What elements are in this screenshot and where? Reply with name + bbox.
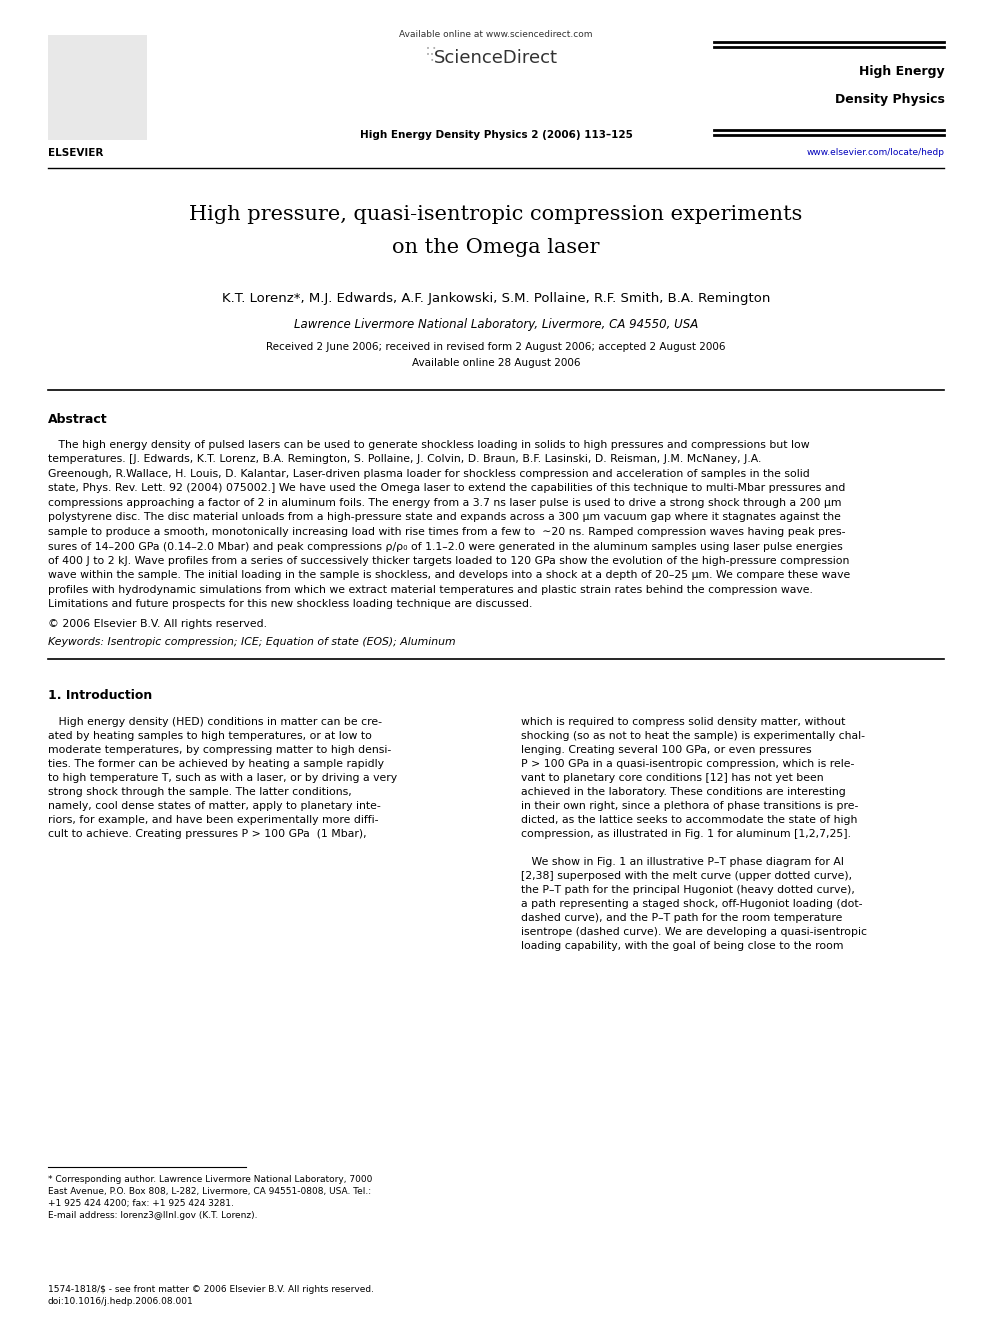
Text: 1. Introduction: 1. Introduction xyxy=(48,689,152,703)
Text: Available online at www.sciencedirect.com: Available online at www.sciencedirect.co… xyxy=(399,30,593,40)
Text: High Energy Density Physics 2 (2006) 113–125: High Energy Density Physics 2 (2006) 113… xyxy=(359,130,633,140)
Text: Abstract: Abstract xyxy=(48,413,107,426)
Text: ated by heating samples to high temperatures, or at low to: ated by heating samples to high temperat… xyxy=(48,732,371,741)
Text: ScienceDirect: ScienceDirect xyxy=(434,49,558,67)
Text: of 400 J to 2 kJ. Wave profiles from a series of successively thicker targets lo: of 400 J to 2 kJ. Wave profiles from a s… xyxy=(48,556,849,566)
Text: a path representing a staged shock, off-Hugoniot loading (dot-: a path representing a staged shock, off-… xyxy=(521,900,862,909)
Text: to high temperature T, such as with a laser, or by driving a very: to high temperature T, such as with a la… xyxy=(48,773,397,783)
Text: © 2006 Elsevier B.V. All rights reserved.: © 2006 Elsevier B.V. All rights reserved… xyxy=(48,619,267,628)
Text: High pressure, quasi-isentropic compression experiments: High pressure, quasi-isentropic compress… xyxy=(189,205,803,224)
Text: doi:10.1016/j.hedp.2006.08.001: doi:10.1016/j.hedp.2006.08.001 xyxy=(48,1297,193,1306)
Text: sures of 14–200 GPa (0.14–2.0 Mbar) and peak compressions ρ/ρ₀ of 1.1–2.0 were g: sures of 14–200 GPa (0.14–2.0 Mbar) and … xyxy=(48,541,842,552)
Text: polystyrene disc. The disc material unloads from a high-pressure state and expan: polystyrene disc. The disc material unlo… xyxy=(48,512,840,523)
Text: compression, as illustrated in Fig. 1 for aluminum [1,2,7,25].: compression, as illustrated in Fig. 1 fo… xyxy=(521,830,851,839)
Text: K.T. Lorenz*, M.J. Edwards, A.F. Jankowski, S.M. Pollaine, R.F. Smith, B.A. Remi: K.T. Lorenz*, M.J. Edwards, A.F. Jankows… xyxy=(222,292,770,306)
Text: Density Physics: Density Physics xyxy=(834,93,944,106)
Text: 1574-1818/$ - see front matter © 2006 Elsevier B.V. All rights reserved.: 1574-1818/$ - see front matter © 2006 El… xyxy=(48,1285,374,1294)
Text: +1 925 424 4200; fax: +1 925 424 3281.: +1 925 424 4200; fax: +1 925 424 3281. xyxy=(48,1199,233,1208)
Text: riors, for example, and have been experimentally more diffi-: riors, for example, and have been experi… xyxy=(48,815,378,826)
Text: dicted, as the lattice seeks to accommodate the state of high: dicted, as the lattice seeks to accommod… xyxy=(521,815,857,826)
Text: namely, cool dense states of matter, apply to planetary inte-: namely, cool dense states of matter, app… xyxy=(48,800,380,811)
Text: shocking (so as not to heat the sample) is experimentally chal-: shocking (so as not to heat the sample) … xyxy=(521,732,865,741)
Text: High Energy: High Energy xyxy=(859,65,944,78)
Text: cult to achieve. Creating pressures P > 100 GPa  (1 Mbar),: cult to achieve. Creating pressures P > … xyxy=(48,830,366,839)
Text: P > 100 GPa in a quasi-isentropic compression, which is rele-: P > 100 GPa in a quasi-isentropic compre… xyxy=(521,759,854,769)
Text: High energy density (HED) conditions in matter can be cre-: High energy density (HED) conditions in … xyxy=(48,717,382,728)
Text: Received 2 June 2006; received in revised form 2 August 2006; accepted 2 August : Received 2 June 2006; received in revise… xyxy=(266,343,726,352)
Text: ELSEVIER: ELSEVIER xyxy=(48,148,103,157)
Text: Greenough, R.Wallace, H. Louis, D. Kalantar, Laser-driven plasma loader for shoc: Greenough, R.Wallace, H. Louis, D. Kalan… xyxy=(48,468,809,479)
Text: East Avenue, P.O. Box 808, L-282, Livermore, CA 94551-0808, USA. Tel.:: East Avenue, P.O. Box 808, L-282, Liverm… xyxy=(48,1187,371,1196)
Text: state, Phys. Rev. Lett. 92 (2004) 075002.] We have used the Omega laser to exten: state, Phys. Rev. Lett. 92 (2004) 075002… xyxy=(48,483,845,493)
Text: www.elsevier.com/locate/hedp: www.elsevier.com/locate/hedp xyxy=(806,148,944,157)
Text: which is required to compress solid density matter, without: which is required to compress solid dens… xyxy=(521,717,845,728)
Text: lenging. Creating several 100 GPa, or even pressures: lenging. Creating several 100 GPa, or ev… xyxy=(521,745,811,755)
Text: * Corresponding author. Lawrence Livermore National Laboratory, 7000: * Corresponding author. Lawrence Livermo… xyxy=(48,1175,372,1184)
Text: Limitations and future prospects for this new shockless loading technique are di: Limitations and future prospects for thi… xyxy=(48,599,532,610)
Text: isentrope (dashed curve). We are developing a quasi-isentropic: isentrope (dashed curve). We are develop… xyxy=(521,927,867,937)
Text: moderate temperatures, by compressing matter to high densi-: moderate temperatures, by compressing ma… xyxy=(48,745,391,755)
Text: ties. The former can be achieved by heating a sample rapidly: ties. The former can be achieved by heat… xyxy=(48,759,384,769)
Text: profiles with hydrodynamic simulations from which we extract material temperatur: profiles with hydrodynamic simulations f… xyxy=(48,585,812,595)
Text: dashed curve), and the P–T path for the room temperature: dashed curve), and the P–T path for the … xyxy=(521,913,842,923)
Text: [2,38] superposed with the melt curve (upper dotted curve),: [2,38] superposed with the melt curve (u… xyxy=(521,871,852,881)
Text: the P–T path for the principal Hugoniot (heavy dotted curve),: the P–T path for the principal Hugoniot … xyxy=(521,885,855,894)
Text: E-mail address: lorenz3@llnl.gov (K.T. Lorenz).: E-mail address: lorenz3@llnl.gov (K.T. L… xyxy=(48,1211,257,1220)
Text: Lawrence Livermore National Laboratory, Livermore, CA 94550, USA: Lawrence Livermore National Laboratory, … xyxy=(294,318,698,331)
Text: on the Omega laser: on the Omega laser xyxy=(392,238,600,257)
Text: in their own right, since a plethora of phase transitions is pre-: in their own right, since a plethora of … xyxy=(521,800,858,811)
Text: wave within the sample. The initial loading in the sample is shockless, and deve: wave within the sample. The initial load… xyxy=(48,570,850,581)
Text: The high energy density of pulsed lasers can be used to generate shockless loadi: The high energy density of pulsed lasers… xyxy=(48,441,809,450)
Text: loading capability, with the goal of being close to the room: loading capability, with the goal of bei… xyxy=(521,941,843,951)
Text: compressions approaching a factor of 2 in aluminum foils. The energy from a 3.7 : compressions approaching a factor of 2 i… xyxy=(48,497,841,508)
Text: sample to produce a smooth, monotonically increasing load with rise times from a: sample to produce a smooth, monotonicall… xyxy=(48,527,845,537)
Text: achieved in the laboratory. These conditions are interesting: achieved in the laboratory. These condit… xyxy=(521,787,845,796)
Text: Keywords: Isentropic compression; ICE; Equation of state (EOS); Aluminum: Keywords: Isentropic compression; ICE; E… xyxy=(48,636,455,647)
Text: We show in Fig. 1 an illustrative P–T phase diagram for Al: We show in Fig. 1 an illustrative P–T ph… xyxy=(521,857,843,867)
Text: • •
•••
 •: • • ••• • xyxy=(426,46,437,65)
Text: temperatures. [J. Edwards, K.T. Lorenz, B.A. Remington, S. Pollaine, J. Colvin, : temperatures. [J. Edwards, K.T. Lorenz, … xyxy=(48,455,761,464)
Text: vant to planetary core conditions [12] has not yet been: vant to planetary core conditions [12] h… xyxy=(521,773,823,783)
FancyBboxPatch shape xyxy=(48,34,147,140)
Text: strong shock through the sample. The latter conditions,: strong shock through the sample. The lat… xyxy=(48,787,351,796)
Text: Available online 28 August 2006: Available online 28 August 2006 xyxy=(412,359,580,368)
